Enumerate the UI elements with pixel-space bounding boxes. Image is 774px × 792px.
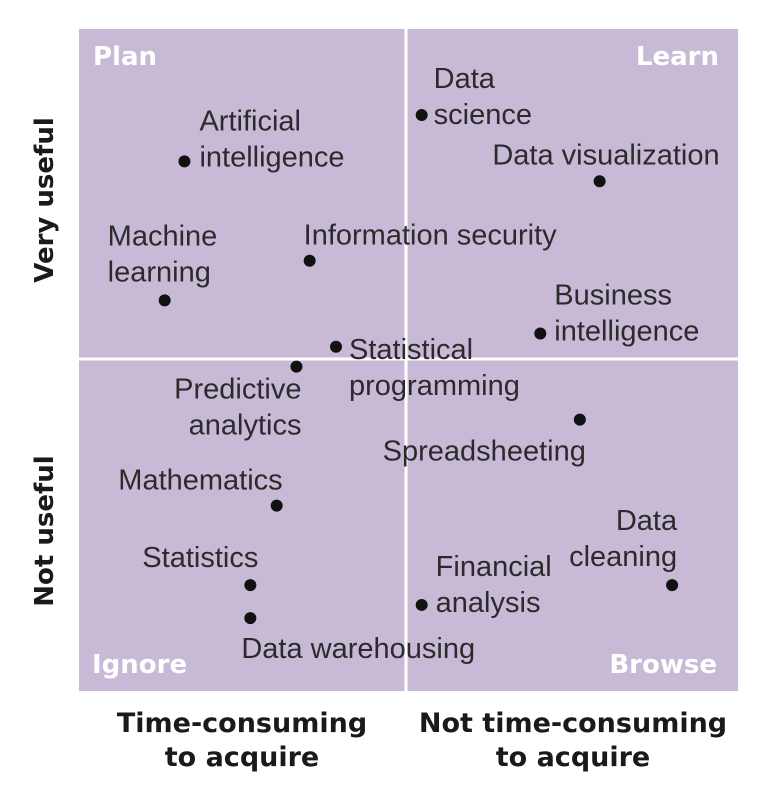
point-financial-analysis <box>415 598 428 611</box>
point-label-spreadsheeting: Spreadsheeting <box>383 436 586 468</box>
x-axis-label-right-line2: to acquire <box>496 742 651 773</box>
point-label-machine-learning: Machine learning <box>108 220 218 288</box>
x-axis-label-right-line1: Not time-consuming <box>419 708 727 739</box>
point-predictive-analytics <box>290 360 303 373</box>
point-label-artificial-intelligence: Artificial intelligence <box>199 105 344 173</box>
x-axis-label-left-line1: Time-consuming <box>117 708 367 739</box>
quadrant-label-ignore: Ignore <box>92 650 187 680</box>
point-artificial-intelligence <box>178 155 191 168</box>
point-label-data-cleaning: Data cleaning <box>569 505 678 573</box>
point-data-visualization <box>593 175 606 188</box>
y-axis-label-very-useful: Very useful <box>30 117 60 283</box>
quadrant-label-plan: Plan <box>93 42 157 72</box>
point-information-security <box>303 254 316 267</box>
point-data-cleaning <box>666 579 679 592</box>
quadrant-label-learn: Learn <box>636 42 719 72</box>
point-label-data-science: Data science <box>434 63 532 131</box>
point-statistics <box>244 579 257 592</box>
point-mathematics <box>270 499 283 512</box>
point-label-data-visualization: Data visualization <box>492 139 719 171</box>
point-label-statistics: Statistics <box>142 542 258 574</box>
point-label-mathematics: Mathematics <box>118 465 282 497</box>
point-label-data-warehousing: Data warehousing <box>241 633 475 665</box>
point-label-predictive-analytics: Predictive analytics <box>174 374 301 442</box>
x-axis-label-left-line2: to acquire <box>165 742 320 773</box>
points-layer <box>158 109 679 625</box>
point-spreadsheeting <box>573 413 586 426</box>
point-label-statistical-programming: Statistical programming <box>349 334 520 402</box>
point-label-business-intelligence: Business intelligence <box>554 280 699 348</box>
point-statistical-programming <box>330 340 343 353</box>
point-machine-learning <box>158 294 171 307</box>
point-business-intelligence <box>534 327 547 340</box>
y-axis-label-not-useful: Not useful <box>30 455 60 606</box>
point-data-warehousing <box>244 612 257 625</box>
point-label-financial-analysis: Financial analysis <box>436 551 552 619</box>
labels-layer: Artificial intelligence Data science Data vi… <box>108 63 720 665</box>
point-label-information-security: Information security <box>304 220 558 252</box>
quadrant-label-browse: Browse <box>609 650 717 680</box>
point-data-science <box>415 109 428 122</box>
